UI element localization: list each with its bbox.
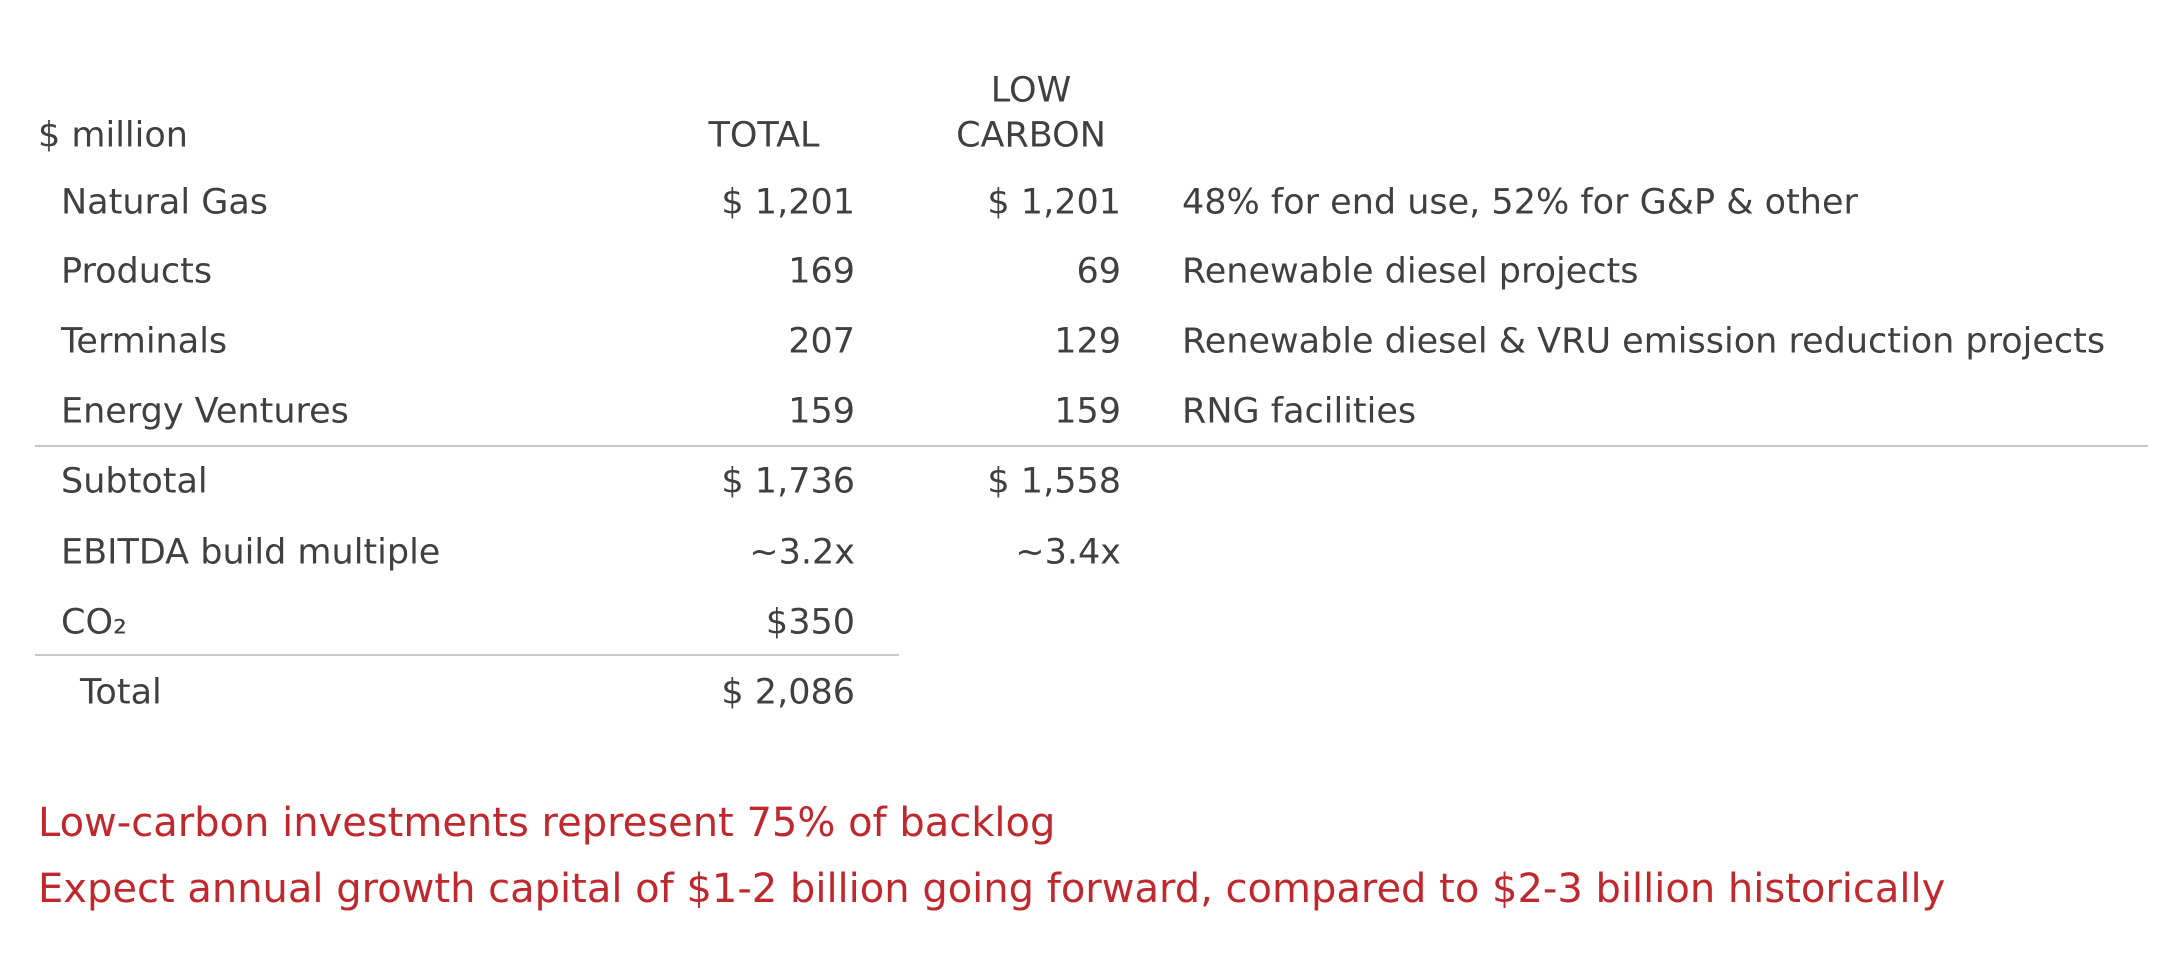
row-label: CO₂ [61, 602, 128, 643]
divider [35, 654, 899, 656]
total-value: $ 1,201 [721, 182, 855, 223]
row-note: RNG facilities [1182, 391, 1417, 432]
row-label: Products [61, 251, 213, 292]
highlight-note: Expect annual growth capital of $1-2 bil… [38, 866, 1946, 912]
row-label: Energy Ventures [61, 391, 349, 432]
row-note: Renewable diesel projects [1182, 251, 1639, 292]
low-carbon-value: 69 [1076, 251, 1121, 292]
row-note: Renewable diesel & VRU emission reductio… [1182, 321, 2106, 362]
total-header: TOTAL [708, 115, 820, 156]
unit-header: $ million [38, 115, 188, 156]
total-value: ~3.2x [749, 532, 855, 573]
low-carbon-header: CARBON [956, 115, 1106, 156]
low-carbon-value: 129 [1054, 321, 1121, 362]
row-note: 48% for end use, 52% for G&P & other [1182, 182, 1858, 223]
low-carbon-header: LOW [990, 70, 1072, 111]
total-value: $350 [765, 602, 855, 643]
row-label: Natural Gas [61, 182, 269, 223]
total-value: $ 1,736 [721, 461, 855, 502]
row-label: Total [80, 672, 162, 713]
row-label: EBITDA build multiple [61, 532, 441, 573]
low-carbon-value: ~3.4x [1015, 532, 1121, 573]
total-value: 159 [788, 391, 855, 432]
low-carbon-value: 159 [1054, 391, 1121, 432]
divider [35, 445, 2148, 447]
row-label: Subtotal [61, 461, 208, 502]
low-carbon-value: $ 1,201 [987, 182, 1121, 223]
row-label: Terminals [61, 321, 228, 362]
highlight-note: Low-carbon investments represent 75% of … [38, 800, 1056, 846]
low-carbon-value: $ 1,558 [987, 461, 1121, 502]
total-value: 207 [788, 321, 855, 362]
total-value: $ 2,086 [721, 672, 855, 713]
total-value: 169 [788, 251, 855, 292]
